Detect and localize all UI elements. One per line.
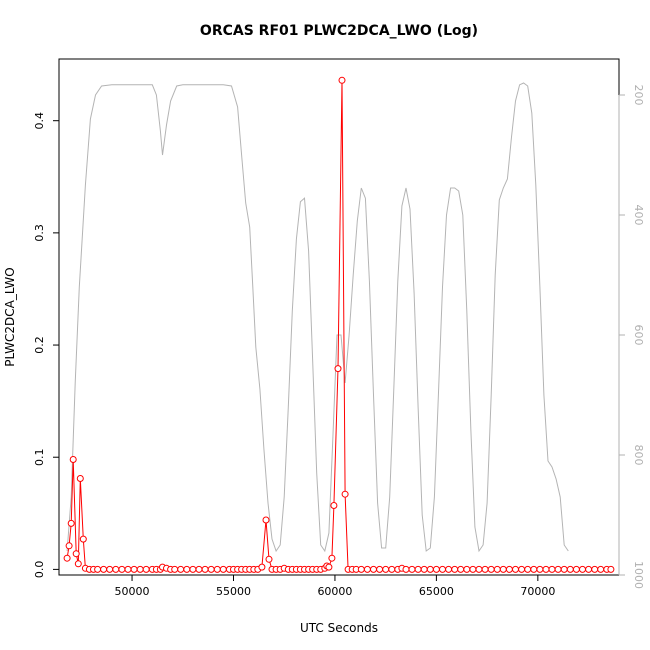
lwc-point bbox=[432, 565, 440, 573]
lwc-point bbox=[171, 565, 179, 573]
lwc-point bbox=[388, 565, 396, 573]
lwc-point bbox=[607, 565, 615, 573]
lwc-point bbox=[536, 565, 544, 573]
lwc-point bbox=[408, 565, 416, 573]
lwc-point bbox=[542, 565, 550, 573]
lwc-point bbox=[487, 565, 495, 573]
lwc-point bbox=[177, 565, 185, 573]
lwc-point bbox=[548, 565, 556, 573]
y-axis-label: PLWC2DCA_LWO bbox=[3, 267, 17, 366]
lwc-point bbox=[258, 563, 266, 571]
axes: 50000 55000 60000 65000 70000 0.0 0.1 0.2 0.3 0.4… bbox=[33, 85, 645, 599]
y2-tick-label: 1000 bbox=[632, 561, 645, 589]
lwc-point bbox=[265, 555, 273, 563]
lwc-point bbox=[79, 535, 87, 543]
lwc-point bbox=[357, 565, 365, 573]
chart-title: ORCAS RF01 PLWC2DCA_LWO (Log) bbox=[200, 23, 478, 39]
lwc-point bbox=[579, 565, 586, 573]
lwc-point bbox=[334, 365, 342, 373]
y-tick-label: 0.2 bbox=[33, 336, 46, 354]
lwc-point bbox=[469, 565, 477, 573]
lwc-point bbox=[338, 76, 346, 84]
lwc-point bbox=[597, 565, 605, 573]
y-tick-label: 0.3 bbox=[33, 224, 46, 242]
lwc-point bbox=[414, 565, 422, 573]
x-tick-label: 65000 bbox=[419, 585, 454, 598]
y-tick-label: 0.4 bbox=[33, 112, 46, 129]
x-tick-label: 60000 bbox=[317, 585, 352, 598]
lwc-point bbox=[262, 516, 270, 524]
lwc-point bbox=[585, 565, 593, 573]
lwc-point bbox=[363, 565, 371, 573]
y2-tick-label: 400 bbox=[632, 205, 645, 226]
lwc-point bbox=[69, 456, 77, 463]
lwc-point bbox=[530, 565, 538, 573]
lwc-point bbox=[330, 502, 338, 509]
lwc-point bbox=[382, 565, 390, 573]
pressure-line bbox=[66, 82, 569, 553]
lwc-point bbox=[505, 565, 513, 573]
lwc-point bbox=[451, 565, 459, 573]
lwc-point bbox=[63, 554, 71, 562]
lwc-point bbox=[325, 563, 333, 571]
y-tick-label: 0.0 bbox=[33, 561, 46, 579]
lwc-point bbox=[524, 565, 532, 573]
x-axis-label: UTC Seconds bbox=[300, 621, 378, 635]
lwc-point bbox=[481, 565, 489, 573]
x-tick-label: 50000 bbox=[115, 585, 150, 598]
lwc-point bbox=[420, 565, 428, 573]
lwc-point bbox=[463, 565, 471, 573]
lwc-point bbox=[124, 565, 132, 573]
lwc-point bbox=[76, 475, 84, 482]
lwc-point bbox=[370, 565, 377, 573]
lwc-point bbox=[512, 565, 519, 573]
lwc-point bbox=[572, 565, 580, 573]
lwc-point bbox=[560, 565, 568, 573]
lwc-point bbox=[341, 490, 349, 498]
lwc-point bbox=[591, 565, 599, 573]
lwc-point bbox=[195, 565, 203, 573]
lwc-point bbox=[106, 565, 114, 573]
lwc-point bbox=[112, 565, 120, 573]
x-tick-label: 70000 bbox=[520, 585, 555, 598]
y2-tick-label: 800 bbox=[632, 445, 645, 466]
lwc-point bbox=[142, 565, 150, 573]
lwc-point bbox=[207, 565, 215, 573]
y2-tick-label: 600 bbox=[632, 325, 645, 346]
lwc-point bbox=[566, 565, 574, 573]
x-tick-label: 55000 bbox=[216, 585, 251, 598]
lwc-point bbox=[499, 565, 507, 573]
lwc-point bbox=[189, 565, 197, 573]
lwc-point bbox=[136, 565, 144, 573]
lwc-point bbox=[445, 565, 453, 573]
lwc-point bbox=[328, 554, 336, 562]
lwc-point bbox=[426, 565, 434, 573]
y2-tick-label: 200 bbox=[632, 85, 645, 106]
lwc-point bbox=[74, 560, 82, 568]
series-layer bbox=[63, 76, 615, 573]
lwc-line bbox=[66, 80, 611, 570]
lwc-point bbox=[219, 565, 227, 573]
lwc-point bbox=[72, 550, 80, 558]
lwc-point bbox=[213, 565, 221, 573]
lwc-point bbox=[439, 565, 446, 573]
lwc-point bbox=[201, 565, 209, 573]
lwc-point bbox=[130, 565, 138, 573]
lwc-point bbox=[67, 519, 75, 527]
lwc-point bbox=[518, 565, 526, 573]
lwc-point bbox=[402, 565, 410, 573]
lwc-point bbox=[100, 565, 108, 573]
lwc-point bbox=[554, 565, 562, 573]
y-tick-label: 0.1 bbox=[33, 448, 46, 466]
lwc-point bbox=[475, 565, 483, 573]
lwc-point bbox=[457, 565, 465, 573]
lwc-point bbox=[183, 565, 191, 573]
lwc-point bbox=[376, 565, 384, 573]
lwc-point bbox=[65, 542, 73, 550]
lwc-point bbox=[493, 565, 501, 573]
lwc-point bbox=[118, 565, 126, 573]
lwc-point bbox=[94, 565, 102, 573]
